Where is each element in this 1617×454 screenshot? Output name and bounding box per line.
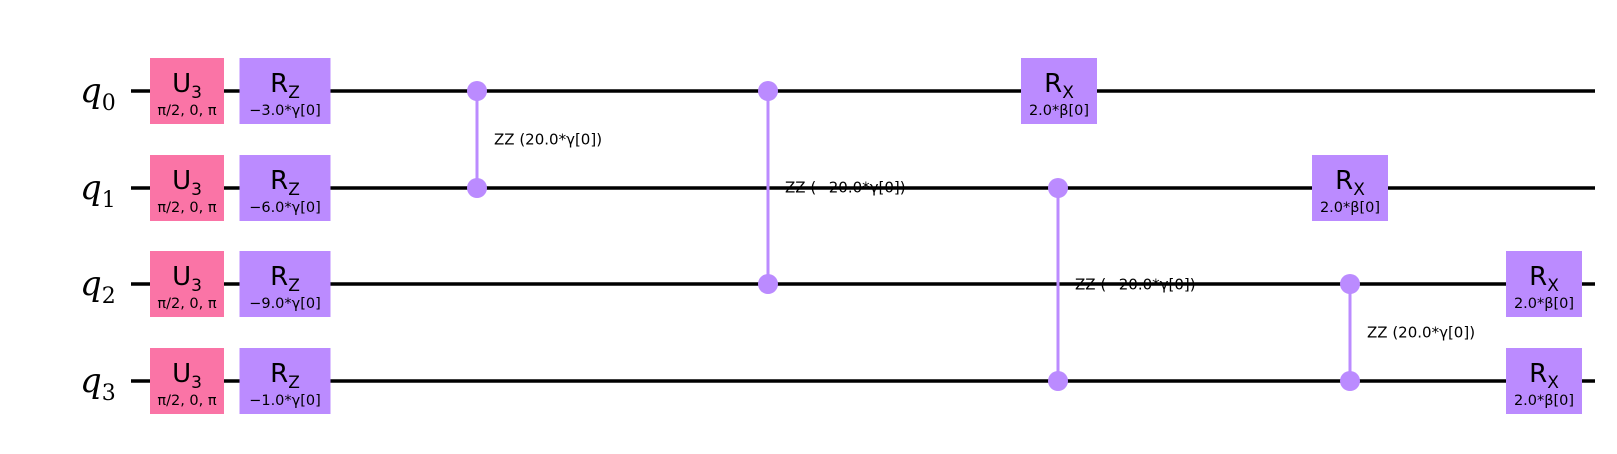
qubit-index: 1 [102,188,116,213]
gate-u3-q0: U3π/2, 0, π [150,58,224,124]
zz-control-dot [758,274,778,294]
gate-subscript: X [1062,83,1074,103]
gate-param: 2.0*β[0] [1514,393,1574,409]
zz-label: ZZ (−20.0*γ[0]) [785,179,906,197]
gate-param: π/2, 0, π [157,393,217,409]
zz-gate-0: ZZ (20.0*γ[0]) [467,81,602,198]
gate-param: 2.0*β[0] [1320,200,1380,216]
gate-rz-q3: RZ−1.0*γ[0] [240,348,331,414]
gate-type: R [270,69,288,99]
gate-type: R [270,262,288,292]
gate-param: 2.0*β[0] [1514,296,1574,312]
gate-type: R [1044,69,1062,99]
qubit-label-2: q2 [80,264,116,309]
gate-type: U [172,166,191,196]
qubit-name: q [80,264,102,304]
gate-u3-q2: U3π/2, 0, π [150,251,224,317]
zz-control-dot [467,178,487,198]
gate-param: −1.0*γ[0] [249,393,321,409]
gate-type: R [270,359,288,389]
gate-subscript: 3 [191,83,202,103]
qubit-label-0: q0 [80,71,116,116]
qubit-label-3: q3 [80,361,116,406]
gate-rx-q1: RX2.0*β[0] [1312,155,1388,221]
zz-control-dot [758,81,778,101]
gate-subscript: X [1353,180,1365,200]
zz-control-dot [1340,371,1360,391]
gate-rx-q0: RX2.0*β[0] [1021,58,1097,124]
zz-gate-3: ZZ (20.0*γ[0]) [1340,274,1475,391]
zz-gates: ZZ (20.0*γ[0]) ZZ (−20.0*γ[0]) ZZ (−20.0*γ… [467,81,1475,391]
gate-rz-q1: RZ−6.0*γ[0] [240,155,331,221]
zz-control-dot [1048,371,1068,391]
gate-subscript: Z [288,83,300,103]
gate-param: π/2, 0, π [157,200,217,216]
gate-u3-q1: U3π/2, 0, π [150,155,224,221]
gate-param: −6.0*γ[0] [249,200,321,216]
gate-subscript: X [1547,373,1559,393]
gate-subscript: 3 [191,276,202,296]
gate-subscript: 3 [191,373,202,393]
qubit-name: q [80,168,102,208]
zz-control-dot [1048,178,1068,198]
gate-u3-q3: U3π/2, 0, π [150,348,224,414]
gate-type: R [1335,166,1353,196]
zz-label: ZZ (20.0*γ[0]) [1367,324,1475,342]
qubit-index: 0 [102,91,116,116]
single-qubit-gates: U3π/2, 0, πU3π/2, 0, πU3π/2, 0, πU3π/2, … [150,58,1582,414]
gate-param: −9.0*γ[0] [249,296,321,312]
qubit-index: 2 [102,284,116,309]
gate-param: π/2, 0, π [157,296,217,312]
zz-label: ZZ (20.0*γ[0]) [494,131,602,149]
gate-rx-q3: RX2.0*β[0] [1506,348,1582,414]
gate-subscript: X [1547,276,1559,296]
gate-param: 2.0*β[0] [1029,103,1089,119]
gate-subscript: 3 [191,180,202,200]
gate-subscript: Z [288,180,300,200]
gate-rz-q2: RZ−9.0*γ[0] [240,251,331,317]
zz-control-dot [467,81,487,101]
gate-param: π/2, 0, π [157,103,217,119]
qubit-name: q [80,361,102,401]
gate-type: U [172,69,191,99]
qubit-index: 3 [102,381,116,406]
zz-control-dot [1340,274,1360,294]
gate-type: R [1529,359,1547,389]
gate-rx-q2: RX2.0*β[0] [1506,251,1582,317]
gate-type: R [1529,262,1547,292]
qubit-name: q [80,71,102,111]
gate-type: U [172,359,191,389]
gate-param: −3.0*γ[0] [249,103,321,119]
gate-subscript: Z [288,373,300,393]
gate-type: U [172,262,191,292]
gate-type: R [270,166,288,196]
gate-subscript: Z [288,276,300,296]
qubit-label-1: q1 [80,168,116,213]
gate-rz-q0: RZ−3.0*γ[0] [240,58,331,124]
zz-label: ZZ (−20.0*γ[0]) [1075,276,1196,294]
